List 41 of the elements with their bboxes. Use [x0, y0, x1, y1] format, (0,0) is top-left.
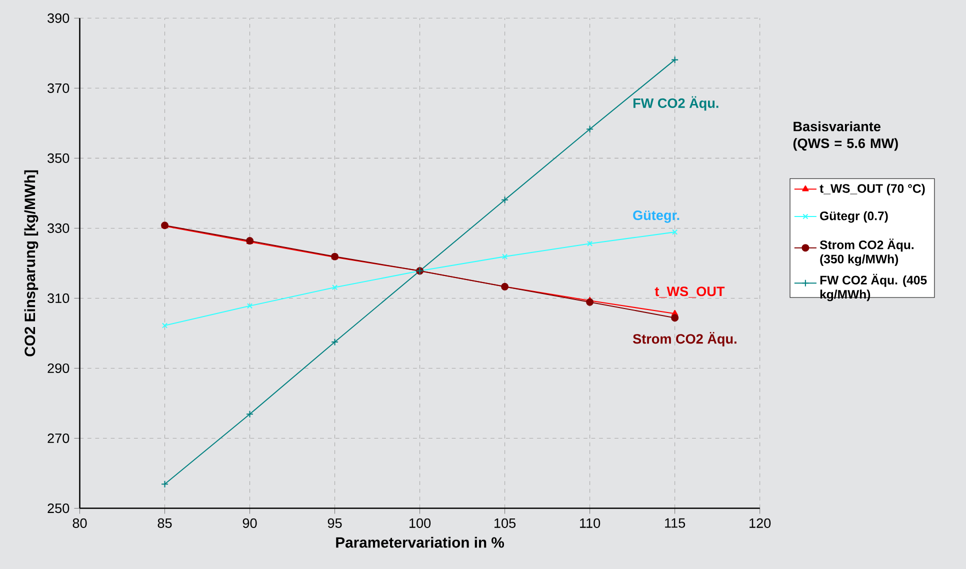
- y-tick-label: 390: [48, 13, 70, 23]
- y-tick-label: 310: [48, 293, 70, 303]
- legend-label: Gütegr (0.7): [820, 211, 888, 223]
- x-tick-label: 110: [580, 518, 600, 528]
- y-tick-label: 270: [48, 433, 70, 443]
- y-tick-label: 290: [48, 363, 70, 373]
- text: Basisvariante (QWS = 5.6 MW): [793, 121, 898, 151]
- y-tick-label: 250: [48, 503, 70, 513]
- y-tick-label: 330: [48, 223, 70, 233]
- point: [586, 125, 594, 133]
- point: [331, 338, 339, 346]
- x-tick-label: 120: [750, 518, 771, 528]
- x-tick-label: 95: [328, 518, 342, 528]
- x-tick-label: 105: [494, 518, 516, 528]
- point: [502, 254, 508, 260]
- point: [501, 196, 509, 204]
- point: [246, 410, 254, 418]
- x-tick-label: 85: [158, 518, 172, 528]
- point: [246, 303, 253, 309]
- point: [587, 240, 593, 246]
- point: [671, 56, 679, 64]
- x-tick-label: 80: [72, 518, 87, 528]
- annotation: FW CO2 Äqu.: [633, 96, 718, 111]
- x-tick-label: 90: [242, 518, 257, 528]
- point: [671, 314, 679, 322]
- annotation: Gütegr.: [633, 210, 680, 223]
- y-tick-label: 370: [48, 83, 70, 93]
- annotation: Strom CO2 Äqu.: [632, 332, 736, 346]
- annotation: t_WS_OUT: [654, 286, 725, 298]
- point: [672, 229, 678, 235]
- point: [161, 480, 169, 488]
- point: [162, 322, 168, 328]
- legend-label: Strom CO2 Äqu. (350 kg/MWh): [820, 238, 914, 266]
- y-axis-title: CO2 Einsparung [kg/MWh]: [24, 170, 38, 356]
- point: [586, 298, 594, 306]
- y-tick-label: 350: [48, 153, 70, 163]
- legend-label: t_WS_OUT (70 °C): [820, 184, 925, 196]
- x-tick-label: 115: [665, 518, 686, 528]
- x-tick-label: 100: [410, 518, 431, 528]
- x-axis-title: Parametervariation in %: [336, 536, 504, 548]
- point: [332, 284, 338, 290]
